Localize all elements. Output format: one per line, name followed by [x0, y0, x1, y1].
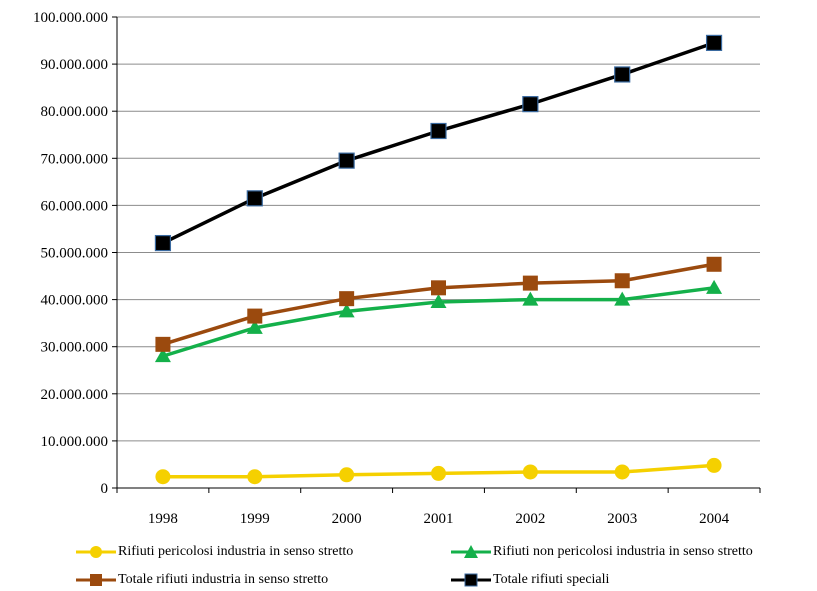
x-tick-labels: 1998 1999 2000 2001 2002 2003 2004: [148, 511, 730, 527]
data-point: [614, 66, 631, 83]
data-point: [522, 275, 538, 291]
data-point: [155, 469, 171, 485]
data-point: [155, 336, 171, 352]
y-tick-label: 0: [101, 481, 109, 497]
y-tick-label: 20.000.000: [41, 387, 109, 403]
data-point: [430, 293, 447, 308]
data-point: [706, 457, 722, 473]
y-tick-label: 60.000.000: [41, 198, 109, 214]
series-0: [155, 457, 722, 485]
data-point: [522, 291, 539, 306]
series-3: [154, 34, 723, 252]
data-point: [431, 280, 446, 296]
data-point: [431, 465, 446, 481]
data-point: [246, 190, 263, 207]
y-tick-labels: 0 10.000.000 20.000.000 30.000.000 40.000.00…: [33, 10, 108, 497]
y-tick-label: 80.000.000: [41, 104, 109, 120]
x-tick-label: 1999: [240, 511, 270, 527]
y-tick-label: 30.000.000: [41, 340, 109, 356]
data-point: [614, 273, 630, 289]
y-tick-label: 40.000.000: [41, 293, 109, 309]
data-point: [430, 122, 447, 140]
axes: [112, 16, 761, 493]
series-1: [154, 279, 723, 363]
data-point: [154, 348, 171, 363]
data-point: [154, 234, 172, 252]
data-point: [247, 469, 263, 485]
data-point: [338, 303, 355, 318]
y-tick-label: 50.000.000: [41, 246, 109, 262]
data-point: [339, 291, 355, 307]
data-point: [706, 256, 722, 272]
grid-lines: [117, 16, 760, 442]
y-tick-label: 10.000.000: [41, 434, 109, 450]
data-point: [614, 291, 631, 306]
data-point: [338, 152, 355, 169]
data-point: [247, 308, 263, 324]
series: [154, 34, 723, 485]
x-tick-label: 2002: [515, 511, 545, 527]
data-point: [246, 319, 263, 334]
x-tick-label: 2003: [607, 511, 637, 527]
y-tick-label: 70.000.000: [41, 151, 109, 167]
series-2: [155, 256, 722, 352]
data-point: [522, 96, 539, 113]
data-point: [339, 467, 355, 483]
data-point: [705, 34, 723, 52]
y-tick-label: 100.000.000: [33, 10, 108, 26]
x-tick-label: 2000: [332, 511, 362, 527]
data-point: [614, 464, 630, 480]
data-point: [706, 279, 723, 294]
data-point: [522, 464, 538, 480]
x-tick-label: 2004: [699, 511, 730, 527]
y-tick-label: 90.000.000: [41, 57, 109, 73]
x-tick-label: 1998: [148, 511, 178, 527]
x-tick-label: 2001: [424, 511, 454, 527]
series-line: [162, 41, 715, 245]
